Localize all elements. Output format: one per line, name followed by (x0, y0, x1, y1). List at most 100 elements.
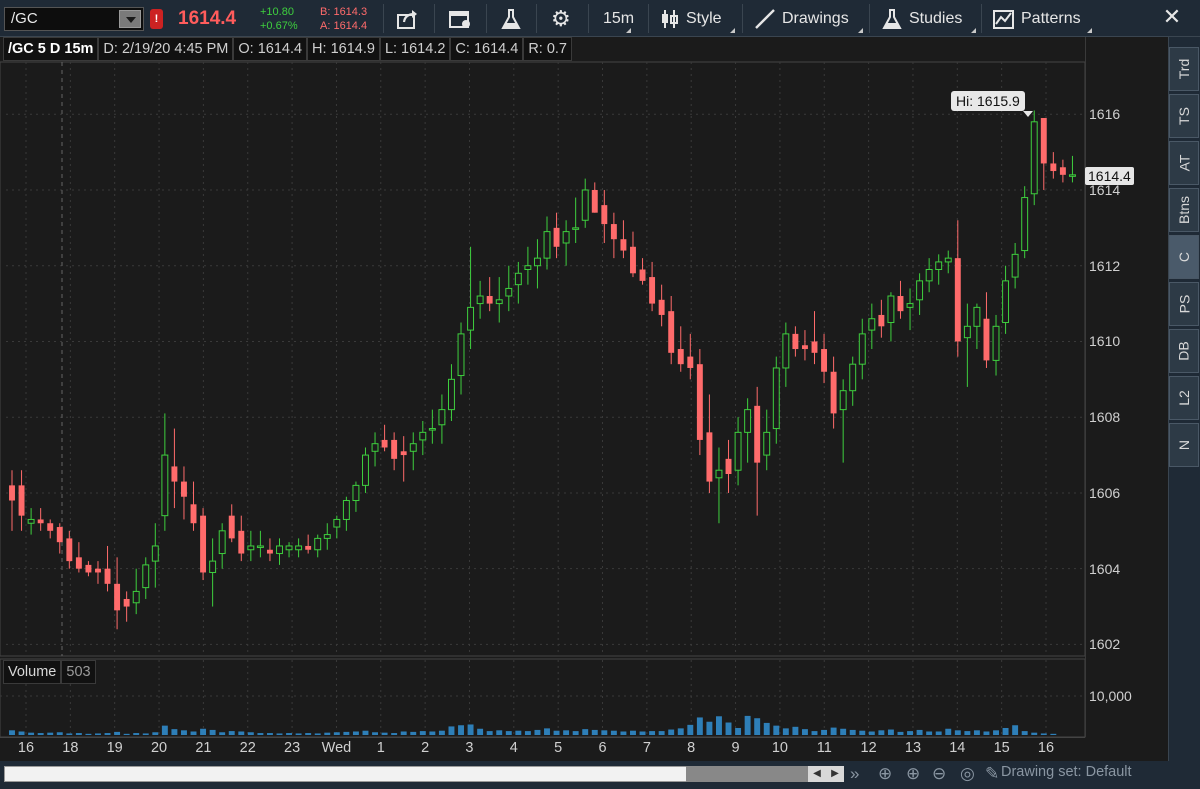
candle-body (916, 280, 924, 301)
volume-bar (1021, 731, 1028, 735)
volume-bar (181, 730, 187, 735)
side-tab-c[interactable]: C (1169, 235, 1199, 279)
side-tab-at[interactable]: AT (1169, 141, 1199, 185)
volume-bar (677, 728, 684, 735)
candle-body (734, 431, 742, 471)
candle-body (362, 454, 369, 486)
share-button[interactable] (395, 0, 419, 37)
volume-bar (333, 732, 340, 735)
time-tick-label: 14 (949, 740, 966, 756)
symbol-input[interactable]: /GC (4, 7, 144, 31)
candle-body (428, 428, 436, 431)
volume-bar (553, 730, 560, 735)
price-tick-label: 1616 (1089, 106, 1121, 123)
drawing-set-label[interactable]: Drawing set: Default (1001, 764, 1132, 780)
volume-bar (935, 731, 942, 735)
fast-forward-icon[interactable]: » (850, 764, 860, 783)
volume-bar (142, 733, 149, 735)
side-tab-label: TS (1175, 107, 1192, 125)
time-axis-background (0, 737, 1085, 761)
zoom-out-icon[interactable]: ⊖ (932, 764, 947, 783)
side-tab-l2[interactable]: L2 (1169, 376, 1199, 420)
candle-body (467, 306, 475, 331)
volume-bar (687, 724, 694, 735)
patterns-label: Patterns (1021, 9, 1081, 27)
volume-bar (400, 731, 407, 735)
side-tab-ts[interactable]: TS (1169, 94, 1199, 138)
candle-body (27, 518, 35, 524)
timeframe-button[interactable]: 15m (603, 0, 634, 37)
candle-body (228, 515, 235, 539)
scroll-right-arrow[interactable]: ▶ (826, 766, 844, 782)
candle-body (610, 224, 617, 240)
candle-body (142, 564, 150, 589)
side-tab-db[interactable]: DB (1169, 329, 1199, 373)
symbol-dropdown-button[interactable] (119, 10, 141, 28)
price-tick-label: 1602 (1089, 636, 1121, 653)
candle-body (104, 568, 111, 584)
side-tab-ps[interactable]: PS (1169, 282, 1199, 326)
volume-bar (190, 731, 197, 735)
candle-body (18, 485, 25, 516)
scrollbar-thumb[interactable] (686, 766, 808, 782)
volume-bar (391, 733, 398, 735)
candle-body (323, 534, 331, 539)
studies-button[interactable]: Studies (881, 0, 979, 37)
volume-bar (735, 727, 742, 735)
toolbar-separator (536, 4, 537, 33)
zoom-reset-icon[interactable]: ◎ (960, 764, 975, 783)
studies-lab-button[interactable] (500, 0, 522, 37)
alert-icon[interactable]: ! (150, 9, 163, 29)
patterns-button[interactable]: Patterns (993, 0, 1095, 37)
side-tab-label: Btns (1176, 195, 1193, 225)
candle-body (572, 227, 580, 230)
time-tick-label: 15 (993, 740, 1010, 756)
candle-body (668, 311, 675, 353)
side-tab-btns[interactable]: Btns (1169, 188, 1199, 232)
chart-settings-button[interactable] (447, 0, 473, 37)
close-icon[interactable]: ✕ (1162, 4, 1182, 29)
style-button[interactable]: Style (660, 0, 738, 37)
volume-value: 503 (61, 660, 96, 684)
scroll-left-arrow[interactable]: ◀ (808, 766, 826, 782)
candle-body (419, 431, 427, 441)
flask-icon (882, 8, 902, 29)
studies-label: Studies (909, 9, 963, 27)
bid-ask: B: 1614.3 A: 1614.4 (320, 5, 367, 33)
side-tab-label: AT (1175, 154, 1192, 172)
side-tab-n[interactable]: N (1169, 423, 1199, 467)
zoom-in-icon[interactable]: ⊕ (906, 764, 921, 783)
volume-bar (209, 729, 216, 735)
side-tab-trd[interactable]: Trd (1169, 47, 1199, 91)
crosshair-icon[interactable]: ⊕ (878, 764, 893, 783)
volume-bar (716, 716, 722, 735)
volume-axis-label: 10,000 (1089, 688, 1132, 704)
time-tick-label: 13 (904, 740, 922, 756)
volume-bar (706, 721, 713, 735)
volume-bar (219, 732, 226, 735)
time-tick-label: 4 (509, 740, 518, 756)
percent-change: +0.67% (260, 20, 298, 32)
candle-body (295, 545, 303, 551)
volume-bar (1012, 725, 1019, 735)
candle-body (963, 325, 971, 339)
chart-symbol-label[interactable]: /GC 5 D 15m (3, 37, 99, 61)
volume-bar (830, 727, 837, 735)
volume-bar (630, 730, 636, 735)
pencil-icon[interactable]: ✎ (985, 764, 1000, 783)
drawings-button[interactable]: Drawings (754, 0, 866, 37)
candle-body (400, 451, 407, 456)
time-tick-label: 12 (860, 740, 877, 756)
last-price: 1614.4 (178, 8, 237, 29)
drawings-label: Drawings (782, 9, 849, 27)
volume-bar (286, 733, 293, 735)
volume-bar (524, 731, 531, 735)
volume-bar (811, 731, 818, 735)
settings-button[interactable]: ⚙ (551, 0, 571, 37)
volume-bar (324, 732, 331, 735)
volume-title[interactable]: Volume (3, 660, 62, 684)
candle-body (973, 306, 981, 327)
volume-bar (123, 733, 130, 735)
volume-header: Volume 503 (3, 660, 96, 684)
